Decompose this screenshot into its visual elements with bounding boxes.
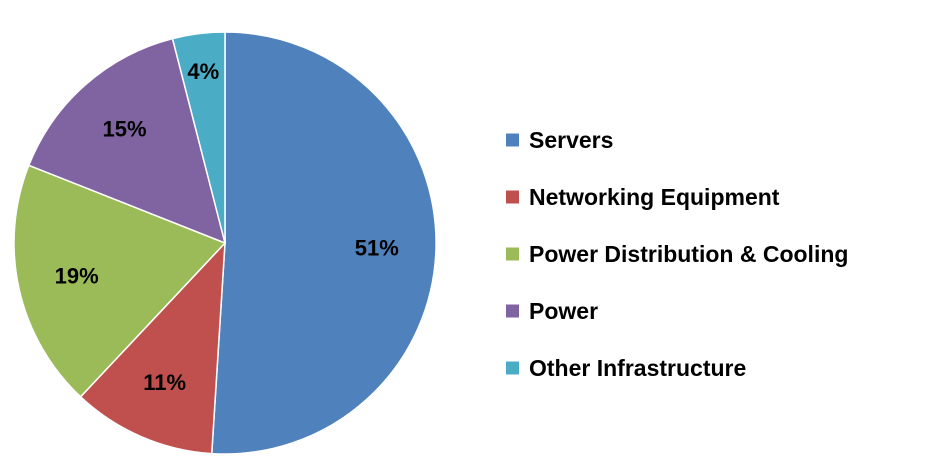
pie-slice-networking-equipment [79, 240, 226, 455]
data-label-servers: 51% [355, 235, 399, 260]
pie-data-labels: 51% 11% 19% 15% 4% [55, 59, 399, 395]
pie-slice-other-infrastructure [171, 31, 226, 244]
legend-item-power: Power [506, 298, 598, 324]
legend-swatch [506, 190, 519, 204]
data-label-power-distribution-and-cooling: 19% [55, 264, 99, 289]
legend-item-other-infrastructure: Other Infrastructure [506, 355, 746, 381]
legend-swatch [506, 304, 519, 318]
legend-label: Other Infrastructure [529, 355, 746, 381]
legend-swatch [506, 133, 519, 147]
legend-label: Power Distribution & Cooling [529, 241, 848, 267]
data-label-networking-equipment: 11% [143, 370, 186, 395]
pie-slices [13, 31, 437, 455]
legend-label: Networking Equipment [529, 184, 780, 210]
legend-swatch [506, 247, 519, 261]
pie-slice-power-distribution-and-cooling [13, 164, 227, 398]
data-label-other-infrastructure: 4% [187, 59, 219, 84]
legend-item-power-distribution-and-cooling: Power Distribution & Cooling [506, 241, 848, 267]
legend-item-networking-equipment: Networking Equipment [506, 184, 780, 210]
legend-label: Servers [529, 127, 613, 153]
legend-swatch [506, 361, 519, 375]
legend: Servers Networking Equipment Power Distrib… [506, 127, 848, 381]
data-label-power: 15% [102, 117, 146, 142]
legend-item-servers: Servers [506, 127, 613, 153]
pie-slice-servers [210, 31, 437, 455]
legend-label: Power [529, 298, 598, 324]
pie-slice-power [27, 37, 227, 245]
